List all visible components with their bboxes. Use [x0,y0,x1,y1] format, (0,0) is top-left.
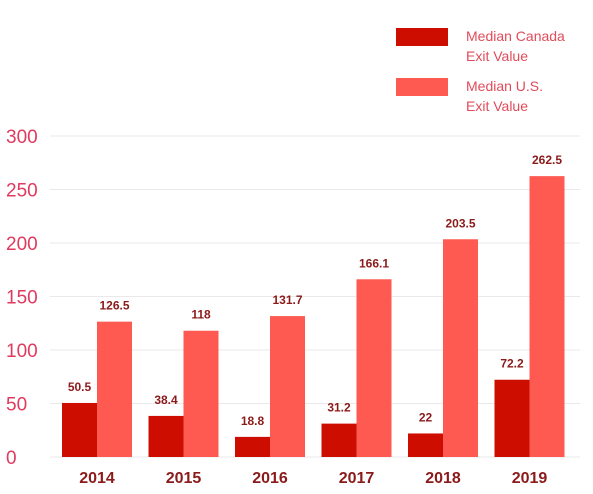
legend-swatch-us [396,78,448,96]
data-label-us-2015: 118 [191,308,211,322]
bar-us-2016 [270,316,305,457]
x-tick-2017: 2017 [339,470,375,487]
data-label-canada-2019: 72.2 [500,357,524,371]
legend: Median Canada Exit Value Median U.S. Exi… [396,26,591,126]
bars [62,176,565,457]
bar-us-2017 [356,279,392,457]
x-tick-2016: 2016 [252,470,288,487]
data-labels: 50.5 126.5 38.4 118 18.8 131.7 31.2 166.1 22 203.… [68,153,563,428]
legend-item-us: Median U.S. Exit Value [396,76,591,126]
x-tick-2015: 2015 [166,470,202,487]
legend-label-canada-line1: Median Canada [466,28,565,44]
data-label-us-2016: 131.7 [272,293,302,307]
y-axis-ticks: 0 50 100 150 200 250 300 [6,127,38,469]
bar-canada-2016 [235,436,270,457]
y-tick-0: 0 [6,448,17,469]
bar-us-2019 [529,176,565,457]
bar-canada-2019 [494,379,530,457]
y-tick-250: 250 [6,181,38,202]
data-label-canada-2014: 50.5 [68,380,92,394]
bar-us-2018 [443,239,478,457]
legend-label-canada: Median Canada Exit Value [466,26,591,66]
bar-canada-2014 [62,402,97,457]
gridlines [50,135,580,458]
legend-label-canada-line2: Exit Value [466,48,528,64]
legend-label-us-line2: Exit Value [466,98,528,114]
data-label-us-2018: 203.5 [445,216,475,230]
y-tick-100: 100 [6,341,38,362]
x-tick-2018: 2018 [425,470,461,487]
y-tick-200: 200 [6,234,38,255]
legend-label-us-line1: Median U.S. [466,78,544,94]
data-label-us-2017: 166.1 [359,256,389,270]
data-label-canada-2018: 22 [419,410,433,424]
y-tick-300: 300 [6,127,38,148]
data-label-us-2019: 262.5 [532,153,562,167]
legend-label-us: Median U.S. Exit Value [466,76,591,116]
y-tick-50: 50 [6,395,27,416]
bar-canada-2018 [408,433,443,457]
legend-swatch-canada [396,28,448,46]
data-label-canada-2017: 31.2 [327,401,351,415]
data-label-canada-2015: 38.4 [154,393,178,407]
bar-canada-2015 [148,415,184,457]
data-label-canada-2016: 18.8 [241,414,265,428]
data-label-us-2014: 126.5 [99,299,129,313]
x-axis-ticks: 2014 2015 2016 2017 2018 2019 [79,470,547,487]
x-tick-2014: 2014 [79,470,115,487]
y-tick-150: 150 [6,288,38,309]
bar-us-2015 [183,330,219,457]
x-tick-2019: 2019 [512,470,548,487]
legend-item-canada: Median Canada Exit Value [396,26,591,76]
bar-canada-2017 [321,423,357,457]
bar-us-2014 [97,321,132,457]
